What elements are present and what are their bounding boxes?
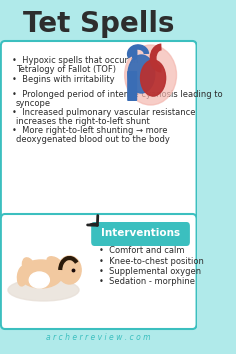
Text: •  Hypoxic spells that occur in: • Hypoxic spells that occur in <box>12 56 138 65</box>
Ellipse shape <box>19 260 63 288</box>
Ellipse shape <box>125 45 177 105</box>
Ellipse shape <box>128 55 155 93</box>
Text: Tetralogy of Fallot (TOF): Tetralogy of Fallot (TOF) <box>16 64 116 74</box>
FancyArrowPatch shape <box>88 216 98 225</box>
Ellipse shape <box>22 258 36 278</box>
Circle shape <box>58 256 81 284</box>
Text: •  Increased pulmonary vascular resistance: • Increased pulmonary vascular resistanc… <box>12 108 195 117</box>
Text: •  Knee-to-chest position: • Knee-to-chest position <box>99 257 204 266</box>
FancyBboxPatch shape <box>127 71 137 101</box>
Text: •  Prolonged period of intense cyanosis leading to: • Prolonged period of intense cyanosis l… <box>12 90 222 99</box>
Text: a r c h e r r e v i e w . c o m: a r c h e r r e v i e w . c o m <box>46 333 151 343</box>
Ellipse shape <box>141 60 166 96</box>
Text: •  Sedation - morphine: • Sedation - morphine <box>99 278 195 286</box>
FancyBboxPatch shape <box>1 214 197 329</box>
Text: Tet Spells: Tet Spells <box>23 10 174 38</box>
FancyBboxPatch shape <box>1 41 197 219</box>
Text: Interventions: Interventions <box>101 228 180 238</box>
Text: •  Comfort and calm: • Comfort and calm <box>99 246 184 255</box>
FancyBboxPatch shape <box>91 222 190 246</box>
Ellipse shape <box>47 257 62 267</box>
Text: •  More right-to-left shunting → more: • More right-to-left shunting → more <box>12 126 167 135</box>
Text: increases the right-to-left shunt: increases the right-to-left shunt <box>16 116 150 126</box>
Ellipse shape <box>29 272 49 288</box>
Text: syncope: syncope <box>16 98 51 108</box>
Ellipse shape <box>17 266 28 286</box>
Ellipse shape <box>8 279 79 301</box>
Text: •  Begins with irritability: • Begins with irritability <box>12 75 114 84</box>
Text: deoxygenated blood out to the body: deoxygenated blood out to the body <box>16 135 170 143</box>
Text: •  Supplemental oxygen: • Supplemental oxygen <box>99 267 201 276</box>
